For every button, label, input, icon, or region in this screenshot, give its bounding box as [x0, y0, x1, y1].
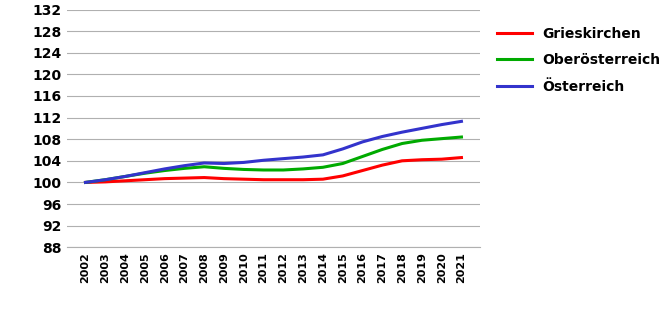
Österreich: [418, 126, 426, 130]
Grieskirchen: [161, 177, 169, 181]
Österreich: [81, 180, 89, 184]
Oberösterreich: [319, 165, 327, 169]
Grieskirchen: [299, 178, 307, 182]
Oberösterreich: [220, 166, 228, 170]
Grieskirchen: [200, 176, 208, 179]
Österreich: [339, 147, 347, 151]
Grieskirchen: [141, 178, 149, 182]
Österreich: [181, 164, 189, 168]
Grieskirchen: [181, 176, 189, 180]
Österreich: [200, 161, 208, 165]
Oberösterreich: [240, 168, 248, 171]
Line: Österreich: Österreich: [85, 121, 462, 182]
Oberösterreich: [200, 165, 208, 169]
Oberösterreich: [181, 166, 189, 170]
Grieskirchen: [438, 157, 446, 161]
Grieskirchen: [458, 156, 466, 159]
Oberösterreich: [161, 169, 169, 172]
Grieskirchen: [121, 179, 129, 183]
Oberösterreich: [279, 168, 287, 172]
Österreich: [378, 135, 386, 139]
Österreich: [438, 123, 446, 126]
Österreich: [220, 162, 228, 165]
Grieskirchen: [398, 159, 406, 163]
Österreich: [141, 171, 149, 175]
Österreich: [240, 160, 248, 164]
Oberösterreich: [121, 175, 129, 178]
Österreich: [358, 140, 366, 144]
Oberösterreich: [438, 137, 446, 140]
Österreich: [319, 153, 327, 157]
Grieskirchen: [81, 180, 89, 184]
Österreich: [398, 130, 406, 134]
Österreich: [458, 120, 466, 123]
Grieskirchen: [378, 163, 386, 167]
Grieskirchen: [339, 174, 347, 178]
Legend: Grieskirchen, Oberösterreich, Österreich: Grieskirchen, Oberösterreich, Österreich: [492, 21, 666, 99]
Grieskirchen: [358, 169, 366, 172]
Line: Grieskirchen: Grieskirchen: [85, 158, 462, 182]
Grieskirchen: [319, 177, 327, 181]
Oberösterreich: [141, 171, 149, 175]
Grieskirchen: [259, 178, 267, 182]
Oberösterreich: [259, 168, 267, 172]
Grieskirchen: [279, 178, 287, 182]
Grieskirchen: [418, 158, 426, 162]
Oberösterreich: [418, 139, 426, 142]
Österreich: [101, 178, 109, 182]
Grieskirchen: [101, 180, 109, 184]
Line: Oberösterreich: Oberösterreich: [85, 137, 462, 182]
Oberösterreich: [81, 180, 89, 184]
Österreich: [299, 155, 307, 159]
Grieskirchen: [220, 177, 228, 181]
Oberösterreich: [458, 135, 466, 139]
Oberösterreich: [398, 142, 406, 146]
Oberösterreich: [358, 155, 366, 158]
Grieskirchen: [240, 177, 248, 181]
Oberösterreich: [378, 147, 386, 151]
Oberösterreich: [299, 167, 307, 171]
Oberösterreich: [339, 162, 347, 165]
Österreich: [279, 157, 287, 160]
Österreich: [161, 167, 169, 171]
Oberösterreich: [101, 178, 109, 182]
Österreich: [121, 175, 129, 178]
Österreich: [259, 158, 267, 162]
